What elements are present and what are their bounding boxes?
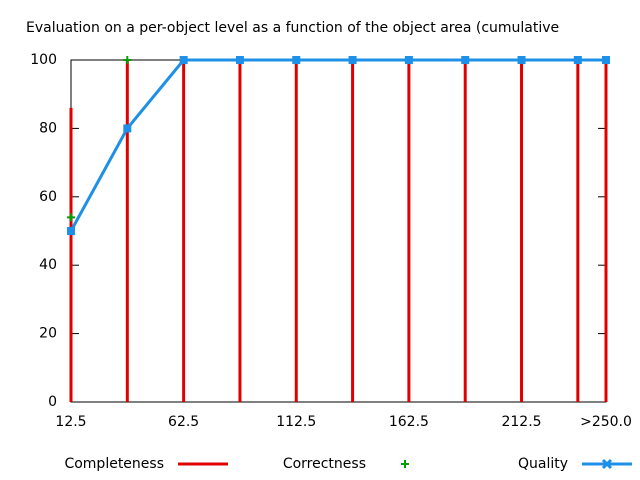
marker: [461, 56, 470, 64]
legend-label: Correctness: [283, 456, 366, 472]
x-tick-label: 12.5: [55, 414, 86, 430]
marker: [235, 56, 244, 64]
y-tick-label: 20: [39, 326, 57, 342]
y-tick-label: 0: [48, 394, 57, 410]
marker: [123, 124, 132, 133]
marker: [404, 56, 413, 64]
y-tick-label: 40: [39, 257, 57, 273]
x-tick-label: 212.5: [501, 414, 541, 430]
y-tick-label: 80: [39, 120, 57, 136]
marker: [179, 56, 188, 64]
x-tick-label: 162.5: [389, 414, 429, 430]
point: [67, 213, 75, 222]
marker: [602, 56, 610, 64]
legend-swatch: [401, 460, 409, 468]
legend-swatch: [601, 458, 613, 470]
x-tick-label: 62.5: [168, 414, 199, 430]
marker: [348, 56, 357, 64]
marker: [292, 56, 301, 64]
x-tick-label: >250.0: [580, 414, 632, 430]
point: [123, 56, 132, 64]
y-tick-label: 60: [39, 189, 57, 205]
line: [69, 58, 606, 232]
x-tick-label: 112.5: [276, 414, 316, 430]
y-tick-label: 100: [30, 52, 57, 68]
marker: [517, 56, 526, 64]
legend-label: Quality: [518, 456, 568, 472]
legend-label: Completeness: [64, 456, 164, 472]
marker: [573, 56, 582, 64]
chart-title: Evaluation on a per-object level as a fu…: [26, 20, 559, 36]
plot-border: [70, 59, 607, 403]
marker: [67, 227, 75, 235]
